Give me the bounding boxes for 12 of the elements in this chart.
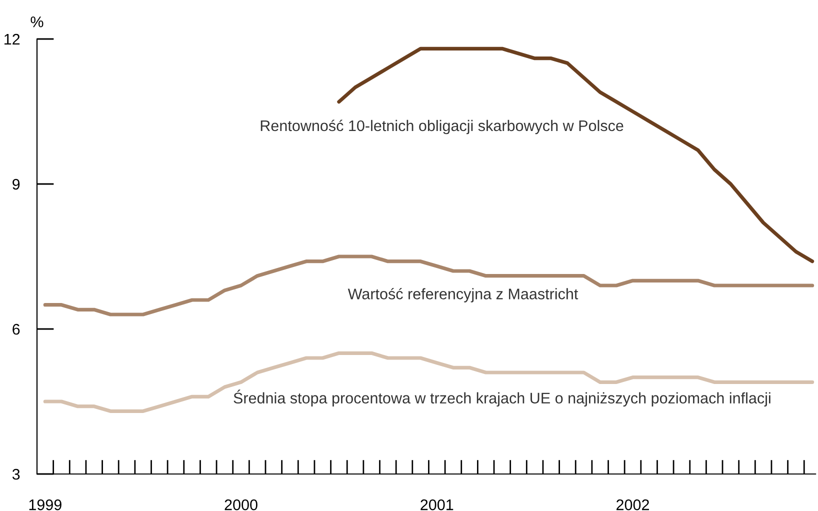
- y-axis-title: %: [30, 16, 44, 28]
- y-tick-label: 12: [4, 34, 20, 45]
- x-tick-label: 1999: [29, 499, 62, 510]
- x-tick-label: 2002: [616, 499, 649, 510]
- series-label: Średnia stopa procentowa w trzech krajach UE o najniższych poziomach inflacji: [234, 390, 770, 407]
- y-tick-label: 3: [12, 468, 20, 480]
- x-tick-label: 2000: [224, 499, 258, 510]
- y-tick-label: 6: [12, 324, 20, 335]
- y-tick-label: 9: [12, 178, 20, 190]
- x-tick-label: 2001: [420, 499, 454, 510]
- series-label: Rentowność 10-letnich obligacji skarbowych w Polsce: [260, 120, 624, 134]
- series-label: Wartość referencyjna z Maastricht: [348, 288, 578, 302]
